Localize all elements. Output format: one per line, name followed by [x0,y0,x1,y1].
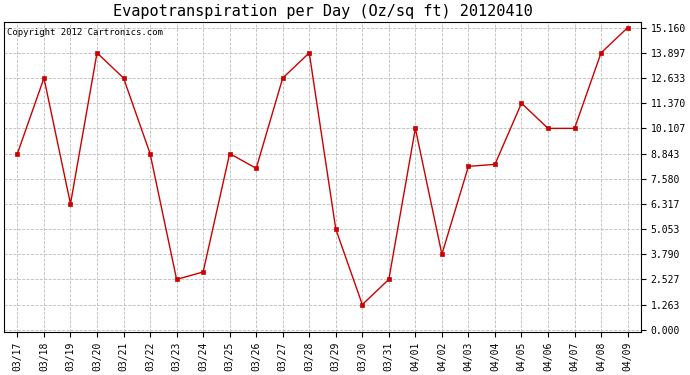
Title: Evapotranspiration per Day (Oz/sq ft) 20120410: Evapotranspiration per Day (Oz/sq ft) 20… [112,4,533,19]
Text: Copyright 2012 Cartronics.com: Copyright 2012 Cartronics.com [8,28,164,37]
